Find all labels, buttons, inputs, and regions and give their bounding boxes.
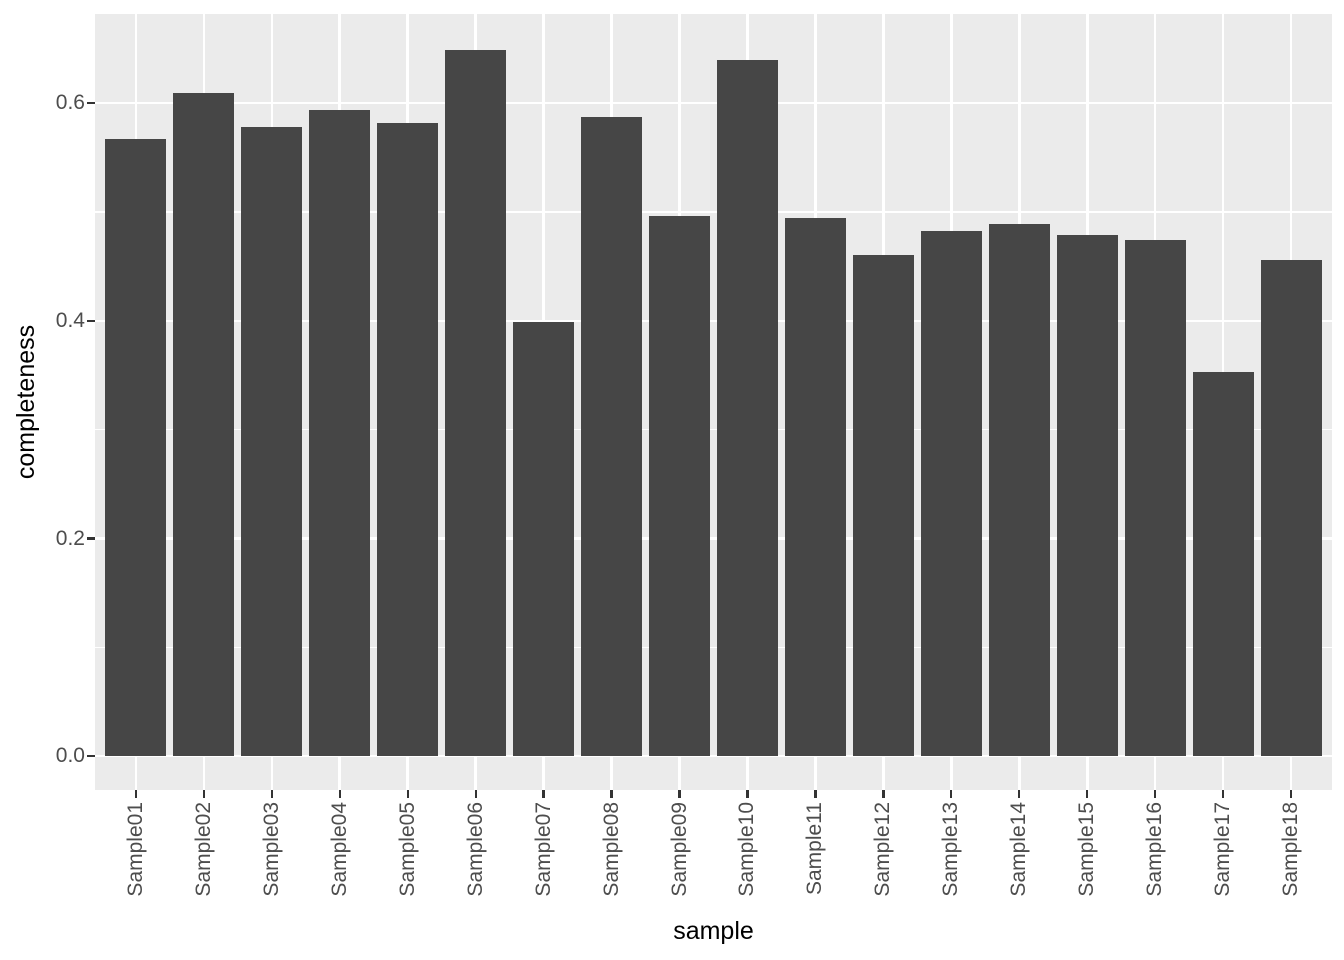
bar-sample02 [173,93,235,757]
x-tick [814,790,817,798]
x-tick-label-text: Sample04 [327,802,351,897]
x-tick-label-text: Sample16 [1143,802,1167,897]
x-tick-label-text: Sample13 [939,802,963,897]
x-tick [678,790,681,798]
x-tick [1018,790,1021,798]
x-tick [270,790,273,798]
bar-sample15 [1056,234,1118,757]
x-axis-title: sample [673,917,754,945]
bar-sample08 [580,117,643,757]
x-tick-label-text: Sample17 [1211,802,1235,897]
bar-sample03 [241,127,303,757]
x-tick-label-text: Sample15 [1075,802,1099,897]
bar-sample17 [1192,372,1254,757]
x-tick-label-text: Sample01 [123,802,147,897]
x-tick [134,790,137,798]
gridline-y-major [95,755,1332,758]
bar-sample04 [309,109,371,757]
x-tick-label-text: Sample18 [1279,802,1303,897]
bar-sample05 [377,122,439,757]
y-tick-label: 0.4 [55,308,85,332]
x-tick-label-text: Sample11 [803,802,827,896]
bar-sample07 [512,322,575,757]
x-tick [338,790,341,798]
x-tick [406,790,409,798]
y-tick [87,319,95,322]
x-tick-label-text: Sample03 [259,802,283,897]
y-tick [87,755,95,758]
gridline-y-minor [95,429,1332,431]
y-tick-label: 0.2 [55,526,85,550]
gridline-y-minor [95,646,1332,649]
bar-sample09 [648,216,711,757]
gridline-y-major [95,319,1332,323]
bar-sample12 [852,254,914,757]
x-tick [1086,790,1089,798]
x-tick [1222,790,1225,798]
x-tick [746,790,749,798]
x-tick-label-text: Sample05 [395,802,419,897]
x-tick-label-text: Sample14 [1007,802,1031,897]
x-tick [474,790,477,798]
x-tick [202,790,205,798]
gridline-y-major [95,537,1332,540]
bar-sample13 [920,230,982,757]
bar-sample10 [716,59,779,757]
x-tick-label-text: Sample07 [531,802,555,897]
x-tick [1290,790,1293,798]
bar-sample14 [988,224,1050,757]
x-tick-label-text: Sample12 [871,802,895,897]
bar-sample11 [784,217,847,757]
bar-sample16 [1124,240,1186,757]
y-axis-title-text: completeness [12,324,40,480]
x-tick-label-text: Sample09 [667,802,691,897]
x-tick [610,790,613,798]
x-tick [882,790,885,798]
y-tick-label: 0.6 [55,91,85,115]
gridline-y-minor [95,211,1332,213]
y-tick [87,537,95,540]
x-tick-label-text: Sample10 [735,802,759,897]
bar-sample18 [1260,259,1322,757]
x-tick-label-text: Sample02 [191,802,215,897]
bar-sample06 [445,49,507,757]
x-tick [950,790,953,798]
x-tick [1154,790,1157,798]
gridline-y-major [95,102,1332,105]
bar-sample01 [105,139,167,757]
x-tick-label-text: Sample06 [463,802,487,897]
x-tick [542,790,545,798]
x-tick-label-text: Sample08 [599,802,623,897]
y-tick [87,102,95,105]
y-tick-label: 0.0 [55,744,85,768]
